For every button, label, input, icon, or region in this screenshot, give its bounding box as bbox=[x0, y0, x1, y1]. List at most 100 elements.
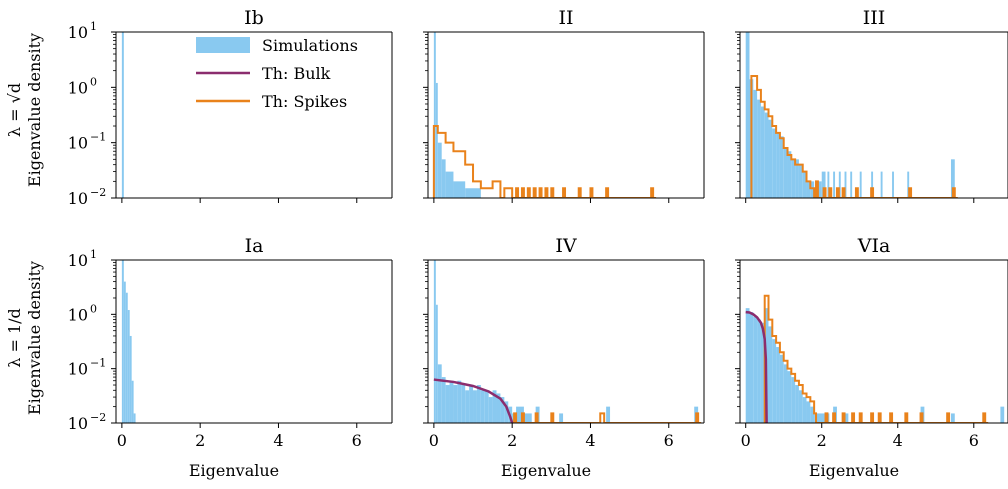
x-tick-label: 0 bbox=[117, 431, 127, 450]
plot-area bbox=[121, 260, 136, 423]
legend: Simulations Th: Bulk Th: Spikes bbox=[196, 36, 358, 111]
x-tick-label: 2 bbox=[195, 431, 205, 450]
x-tick-label: 0 bbox=[429, 431, 439, 450]
legend-simulations-swatch bbox=[196, 37, 250, 53]
sim-bar bbox=[806, 401, 811, 423]
x-tick-label: 6 bbox=[664, 431, 674, 450]
sim-bar bbox=[131, 380, 134, 423]
y-tick-label: 10 bbox=[68, 134, 88, 153]
sim-bar bbox=[760, 106, 765, 198]
sim-bar bbox=[833, 171, 836, 198]
row-label-bottom: λ = 1/d Eigenvalue density bbox=[5, 261, 44, 415]
sim-bar bbox=[764, 112, 769, 198]
sim-bar bbox=[768, 326, 773, 423]
sim-bar bbox=[123, 281, 126, 423]
sim-bar bbox=[473, 390, 477, 423]
sim-bar bbox=[745, 32, 750, 198]
sim-bar bbox=[437, 142, 442, 198]
y-tick-exponent: 1 bbox=[90, 248, 97, 261]
bulk-line bbox=[745, 310, 768, 423]
sim-bar bbox=[950, 159, 955, 198]
plot-area bbox=[745, 32, 958, 198]
x-tick-label: 0 bbox=[741, 431, 751, 450]
sim-bar bbox=[798, 390, 803, 423]
row-label-top: λ = √d Eigenvalue density bbox=[5, 33, 44, 187]
sim-bar bbox=[749, 312, 754, 423]
sim-bar bbox=[806, 181, 811, 198]
legend-spikes-label: Th: Spikes bbox=[262, 92, 347, 111]
y-tick-exponent: −1 bbox=[90, 131, 106, 144]
panel-title: Ia bbox=[245, 235, 264, 257]
plot-area bbox=[432, 32, 657, 198]
panel-III: III bbox=[735, 7, 1008, 203]
sim-bar bbox=[810, 406, 815, 423]
sim-bar bbox=[810, 181, 815, 198]
sim-bar bbox=[441, 159, 446, 198]
row-label-top-text: Eigenvalue density bbox=[25, 33, 44, 187]
sim-bar bbox=[127, 310, 130, 423]
sim-bar bbox=[523, 413, 532, 423]
x-tick-label: 6 bbox=[352, 431, 362, 450]
sim-bar bbox=[606, 406, 611, 423]
x-tick-label: 6 bbox=[969, 431, 979, 450]
sim-bar bbox=[441, 377, 446, 423]
sim-bar bbox=[783, 364, 788, 423]
sim-bar bbox=[457, 380, 462, 423]
sim-bar bbox=[772, 128, 777, 198]
sim-bar bbox=[907, 171, 910, 198]
sim-bar bbox=[760, 322, 765, 423]
panel-title: III bbox=[863, 7, 886, 29]
x-tick-label: 2 bbox=[817, 431, 827, 450]
sim-bar bbox=[859, 171, 862, 198]
y-tick-exponent: 0 bbox=[90, 302, 97, 315]
sim-bar bbox=[125, 292, 128, 423]
sim-bar bbox=[445, 385, 450, 423]
y-tick-label: 10 bbox=[68, 251, 88, 270]
sim-bar bbox=[121, 260, 124, 423]
sim-bar bbox=[449, 380, 454, 423]
y-tick-exponent: 0 bbox=[90, 75, 97, 88]
bulk-line bbox=[433, 378, 514, 423]
panel-IV: IV 0 2 4 6 Eigenvalue bbox=[423, 235, 705, 480]
sim-bar bbox=[465, 188, 481, 198]
sim-bar bbox=[871, 171, 874, 198]
sim-bar bbox=[1000, 406, 1005, 423]
y-tick-label: 10 bbox=[68, 23, 88, 42]
sim-bar bbox=[445, 171, 454, 198]
sim-bar bbox=[488, 397, 493, 423]
legend-simulations-label: Simulations bbox=[262, 36, 358, 55]
sim-bar bbox=[779, 136, 784, 198]
sim-bar bbox=[753, 89, 758, 198]
x-tick-label: 4 bbox=[585, 431, 595, 450]
panel-title: II bbox=[558, 7, 573, 29]
plot-area bbox=[121, 32, 124, 198]
sim-bar bbox=[465, 390, 470, 423]
plot-area bbox=[745, 294, 1005, 423]
sim-bar bbox=[817, 181, 822, 198]
sim-bar bbox=[838, 171, 841, 198]
row-label-bottom-text: Eigenvalue density bbox=[25, 261, 44, 415]
spikes-line bbox=[750, 75, 958, 198]
panel-title: Ib bbox=[244, 7, 264, 29]
sim-bar bbox=[757, 319, 761, 423]
sim-bar bbox=[779, 354, 784, 423]
sim-bar bbox=[461, 385, 466, 423]
sim-bar bbox=[950, 413, 955, 423]
sim-bar bbox=[892, 171, 894, 198]
sim-bar bbox=[772, 339, 777, 423]
sim-bar bbox=[753, 316, 758, 423]
x-axis-label: Eigenvalue bbox=[189, 461, 279, 480]
sim-bar bbox=[768, 119, 773, 198]
y-tick-label: 10 bbox=[68, 305, 88, 324]
panel-VIa: VIa 0 2 4 6 Eigenvalue bbox=[735, 235, 1008, 480]
sim-bar bbox=[787, 151, 792, 198]
sim-bar bbox=[492, 390, 497, 423]
sim-bar bbox=[802, 397, 807, 423]
sim-bar bbox=[844, 171, 847, 198]
panel-title: IV bbox=[555, 235, 577, 257]
sim-bar bbox=[791, 159, 796, 198]
